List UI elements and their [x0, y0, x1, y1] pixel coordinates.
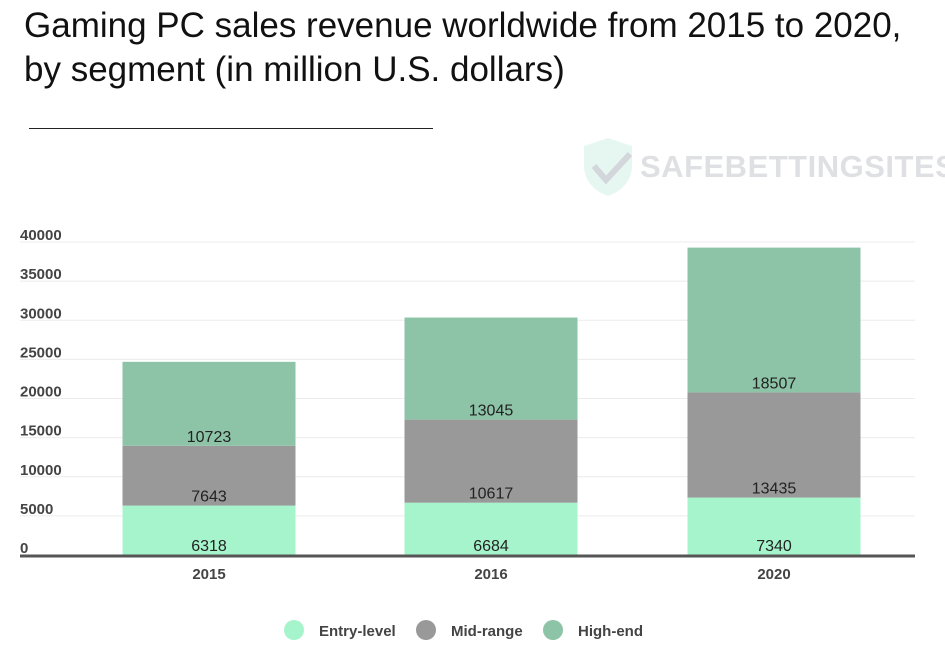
- y-tick-label: 5000: [20, 501, 53, 518]
- legend-label: Entry-level: [319, 623, 396, 640]
- data-label: 13045: [469, 403, 514, 420]
- data-label: 10617: [469, 486, 514, 503]
- x-tick-label: 2015: [192, 566, 225, 583]
- data-label: 7643: [191, 489, 227, 506]
- legend-label: High-end: [578, 623, 643, 640]
- bar-segment: [404, 317, 578, 420]
- y-tick-label: 0: [20, 540, 28, 557]
- bar-segment: [122, 445, 296, 506]
- bar-segment: [687, 247, 861, 393]
- data-label: 6684: [473, 538, 509, 555]
- y-tick-label: 15000: [20, 423, 62, 440]
- chart-title: Gaming PC sales revenue worldwide from 2…: [24, 6, 902, 89]
- data-label: 6318: [191, 538, 227, 555]
- bar-segment: [122, 361, 296, 446]
- data-label: 10723: [187, 429, 232, 446]
- legend-swatch: [284, 620, 304, 640]
- bar-segment: [687, 392, 861, 498]
- y-tick-label: 10000: [20, 462, 62, 479]
- y-tick-label: 35000: [20, 266, 62, 283]
- y-tick-label: 20000: [20, 384, 62, 401]
- data-label: 7340: [756, 538, 792, 555]
- bar-segment: [687, 497, 861, 555]
- legend-swatch: [416, 620, 436, 640]
- data-label: 18507: [752, 375, 797, 392]
- watermark-text: SAFEBETTINGSITES: [640, 149, 945, 184]
- data-label: 13435: [752, 481, 797, 498]
- bar-segment: [404, 419, 578, 503]
- shield-check-icon: [584, 138, 633, 196]
- x-tick-label: 2016: [474, 566, 507, 583]
- legend-label: Mid-range: [451, 623, 523, 640]
- x-tick-label: 2020: [757, 566, 790, 583]
- y-tick-label: 25000: [20, 344, 62, 361]
- title-divider: [29, 128, 433, 129]
- y-tick-label: 40000: [20, 227, 62, 244]
- bar-segment: [122, 505, 296, 555]
- bar-segment: [404, 502, 578, 555]
- y-tick-label: 30000: [20, 305, 62, 322]
- legend-swatch: [543, 620, 563, 640]
- watermark-logo: SAFEBETTINGSITES: [582, 136, 945, 198]
